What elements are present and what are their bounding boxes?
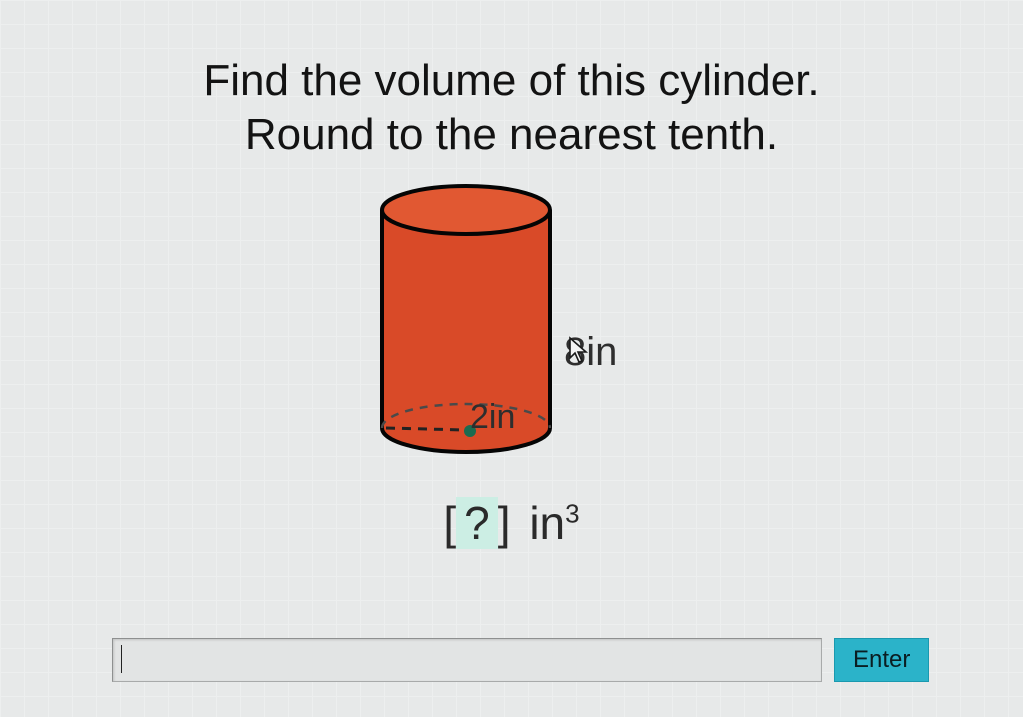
answer-unit: in3 [529, 497, 579, 549]
cursor-icon [568, 336, 590, 364]
cylinder-body [382, 210, 550, 452]
answer-input[interactable] [112, 638, 822, 682]
input-caret [121, 645, 122, 673]
enter-button[interactable]: Enter [834, 638, 929, 682]
enter-button-label: Enter [853, 646, 910, 674]
question-line-1: Find the volume of this cylinder. [0, 56, 1023, 106]
answer-prompt: [?] in3 [0, 496, 1023, 550]
question-line-2: Round to the nearest tenth. [0, 110, 1023, 160]
unit-text: in [529, 497, 565, 549]
unit-exponent: 3 [565, 499, 579, 529]
bracket-open: [ [443, 497, 456, 549]
cylinder-top [382, 186, 550, 234]
radius-label: 2in [470, 398, 515, 437]
cylinder-diagram [378, 182, 554, 456]
cylinder-svg [378, 182, 554, 456]
answer-placeholder: ? [456, 497, 498, 549]
bracket-close: ] [498, 497, 511, 549]
